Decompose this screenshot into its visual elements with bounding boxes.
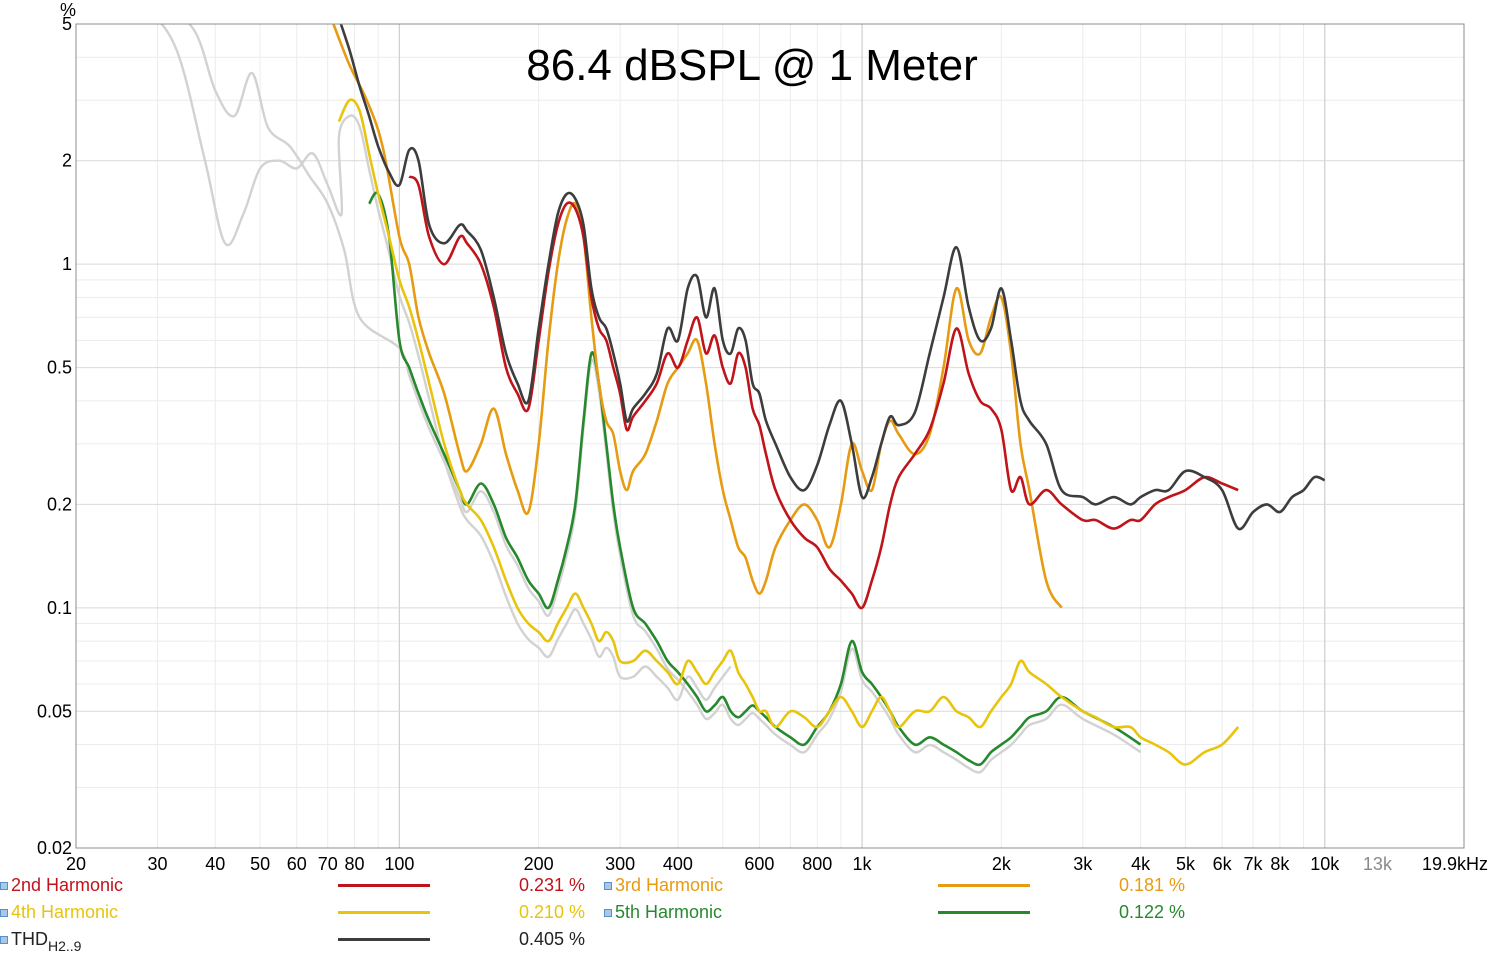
legend-checkbox-icon[interactable]	[604, 882, 612, 890]
x-tick-label: 4k	[1131, 854, 1151, 872]
x-tick-label: 5k	[1176, 854, 1196, 872]
legend-name: THDH2..9	[11, 929, 82, 954]
y-tick-label: 2	[62, 151, 72, 171]
legend-value: 0.405 %	[518, 929, 585, 949]
x-tick-label: 60	[287, 854, 307, 872]
legend-checkbox-icon[interactable]	[0, 936, 8, 944]
y-tick-label: 0.05	[37, 701, 72, 721]
y-tick-label: 0.5	[47, 358, 72, 378]
legend-swatch	[338, 938, 430, 941]
x-tick-label: 80	[345, 854, 365, 872]
grid	[75, 23, 1465, 849]
legend-checkbox-icon[interactable]	[0, 882, 8, 890]
x-tick-label: 8k	[1270, 854, 1290, 872]
x-tick-label: 40	[205, 854, 225, 872]
x-tick-label: 100	[384, 854, 414, 872]
x-tick-label: 6k	[1213, 854, 1233, 872]
legend-item[interactable]: 3rd Harmonic 0.181 %	[604, 872, 1204, 898]
legend-value: 0.181 %	[1118, 875, 1185, 895]
series-line-5th-harmonic	[368, 191, 1142, 767]
legend-name: 4th Harmonic	[11, 902, 119, 922]
legend: 2nd Harmonic 0.231 % 3rd Harmonic 0.181 % 4t…	[0, 872, 1500, 958]
x-tick-label: 1k	[853, 854, 873, 872]
legend-name: 5th Harmonic	[615, 902, 723, 922]
background-traces	[159, 24, 1142, 774]
legend-checkbox-icon[interactable]	[0, 909, 8, 917]
legend-name: 2nd Harmonic	[11, 875, 124, 895]
x-tick-label: 400	[663, 854, 693, 872]
x-tick-label: 19.9kHz	[1422, 854, 1488, 872]
x-tick-label: 7k	[1244, 854, 1264, 872]
x-tick-label: 200	[524, 854, 554, 872]
legend-value: 0.210 %	[518, 902, 585, 922]
x-axis-ticks: 20 30 40 50 60 70 80 100 200 300 400 600 800 1k 2k 3k 4k…	[66, 854, 1488, 872]
legend-value: 0.231 %	[518, 875, 585, 895]
legend-swatch	[938, 884, 1030, 887]
x-tick-label: 30	[147, 854, 167, 872]
legend-checkbox-icon[interactable]	[604, 909, 612, 917]
background-trace	[187, 24, 1142, 774]
y-axis-unit: %	[60, 0, 76, 20]
legend-swatch	[338, 911, 430, 914]
background-trace	[159, 24, 732, 702]
series-line-3rd-harmonic	[332, 24, 1063, 609]
legend-item[interactable]: 2nd Harmonic 0.231 %	[0, 872, 600, 898]
legend-name-subscript: H2..9	[48, 938, 82, 954]
legend-swatch	[938, 911, 1030, 914]
x-tick-label: 600	[744, 854, 774, 872]
chart-title: 86.4 dBSPL @ 1 Meter	[526, 41, 978, 90]
x-tick-label: 2k	[992, 854, 1012, 872]
x-tick-label: 13k	[1363, 854, 1393, 872]
legend-swatch	[338, 884, 430, 887]
y-tick-label: 0.2	[47, 494, 72, 514]
legend-item[interactable]: 5th Harmonic 0.122 %	[604, 899, 1204, 925]
y-tick-label: 0.02	[37, 838, 72, 858]
series-line-4th-harmonic	[337, 98, 1240, 766]
y-axis-ticks: 5 2 1 0.5 0.2 0.1 0.05 0.02	[37, 14, 72, 858]
legend-item[interactable]: 4th Harmonic 0.210 %	[0, 899, 600, 925]
y-tick-label: 0.1	[47, 598, 72, 618]
series-line-2nd-harmonic	[408, 175, 1239, 610]
x-tick-label: 10k	[1310, 854, 1340, 872]
x-tick-label: 20	[66, 854, 86, 872]
legend-item[interactable]: THDH2..9 0.405 %	[0, 926, 600, 954]
x-tick-label: 50	[250, 854, 270, 872]
x-tick-label: 300	[605, 854, 635, 872]
series-line-thd	[339, 24, 1326, 531]
x-tick-label: 70	[318, 854, 338, 872]
series-lines	[332, 24, 1326, 767]
legend-name: 3rd Harmonic	[615, 875, 724, 895]
legend-value: 0.122 %	[1118, 902, 1185, 922]
y-tick-label: 5	[62, 14, 72, 34]
x-tick-label: 800	[802, 854, 832, 872]
y-tick-label: 1	[62, 254, 72, 274]
plot-frame	[75, 23, 1465, 849]
x-tick-label: 3k	[1073, 854, 1093, 872]
